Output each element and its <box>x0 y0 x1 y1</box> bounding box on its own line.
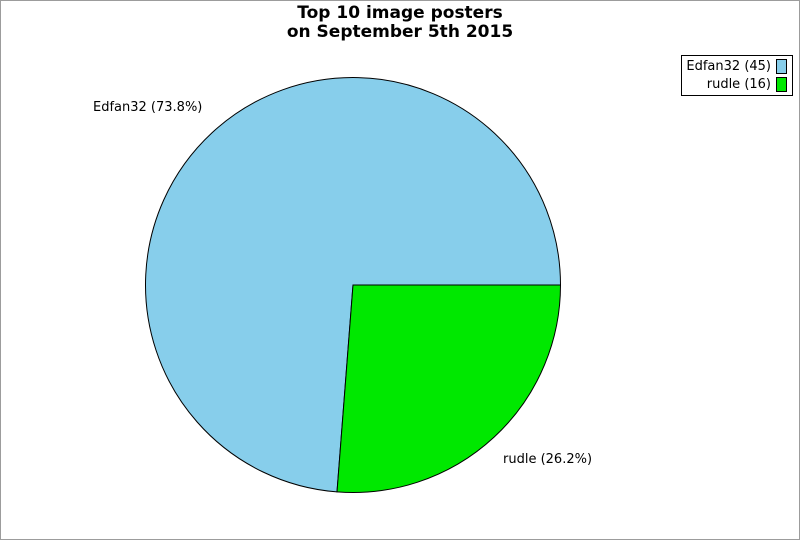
legend-label: Edfan32 (45) <box>686 59 771 74</box>
chart-title: Top 10 image posters on September 5th 20… <box>1 4 799 42</box>
chart-title-line2: on September 5th 2015 <box>286 22 514 42</box>
legend-swatch <box>776 59 787 74</box>
legend-swatch <box>776 77 787 92</box>
slice-label-rudle: rudle (26.2%) <box>503 452 593 467</box>
legend: Edfan32 (45) rudle (16) <box>681 55 793 96</box>
pie-slice-rudle <box>336 284 562 493</box>
legend-label: rudle (16) <box>706 77 771 92</box>
slice-label-edfan32: Edfan32 (73.8%) <box>93 100 203 115</box>
chart-title-line1: Top 10 image posters <box>297 3 503 23</box>
legend-item-edfan32: Edfan32 (45) <box>686 59 787 74</box>
legend-item-rudle: rudle (16) <box>686 77 787 92</box>
